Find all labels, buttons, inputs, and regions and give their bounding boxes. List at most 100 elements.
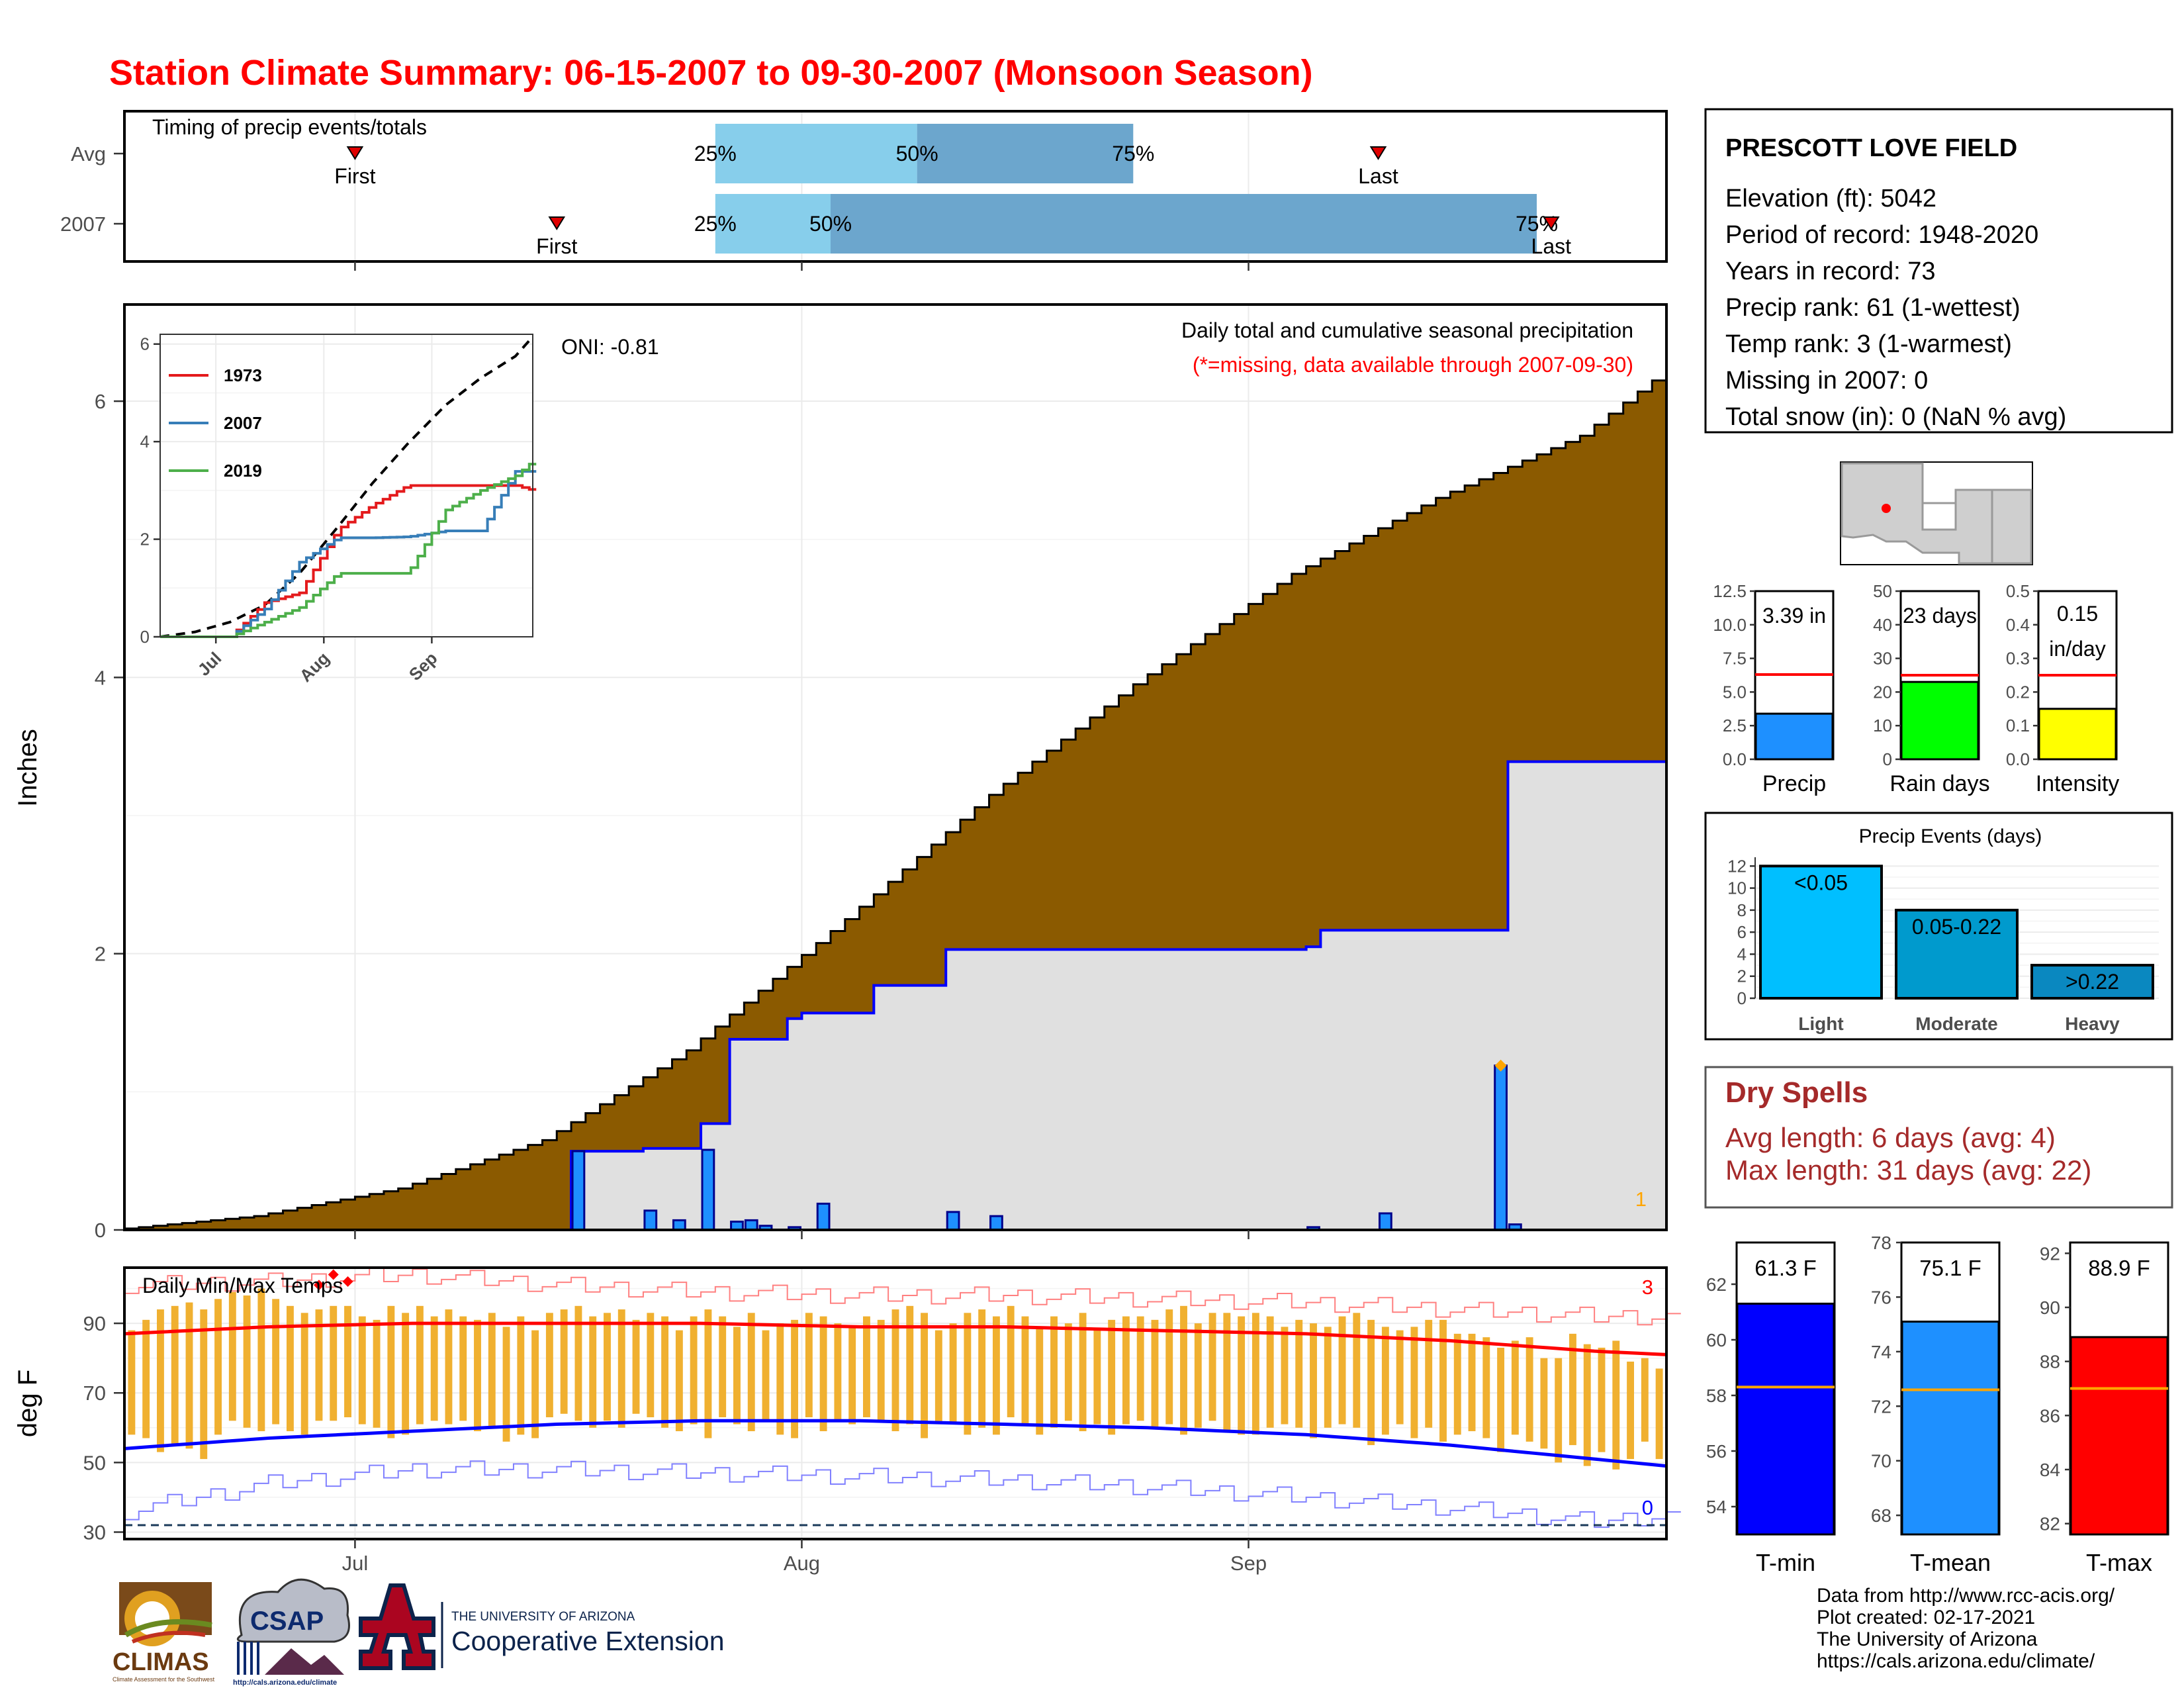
events-bar-moderate bbox=[1895, 908, 2019, 1000]
summary-bar-precip: 3.39 in 0.0 2.5 5.0 7.5 10.0 12.5 Precip bbox=[1713, 581, 1835, 796]
quartile-label: 25% bbox=[694, 212, 737, 236]
daily-temp-bar bbox=[315, 1309, 323, 1421]
daily-temp-bar bbox=[1136, 1316, 1144, 1421]
daily-temp-bar bbox=[863, 1316, 870, 1418]
average-cumulative-outline bbox=[123, 379, 1666, 1230]
max-day-marker bbox=[1494, 1059, 1507, 1072]
x-tick-label: Sep bbox=[1230, 1552, 1267, 1575]
timing-row-label: 2007 bbox=[60, 212, 106, 236]
daily-temp-bar bbox=[1093, 1330, 1101, 1425]
summary-y-tick-label: 20 bbox=[1873, 682, 1892, 702]
events-bar-label: >0.22 bbox=[2066, 970, 2119, 994]
daily-precip-bar bbox=[1494, 1064, 1508, 1231]
precip-frame bbox=[123, 303, 1668, 1231]
events-category-label: Moderate bbox=[1915, 1013, 1997, 1034]
daily-temp-bar bbox=[531, 1330, 539, 1438]
summary-bar bbox=[1900, 680, 1979, 761]
temp-bar-y-tick-label: 62 bbox=[1706, 1274, 1727, 1295]
events-bar-heavy bbox=[2030, 964, 2154, 1000]
temp-bar-t-mean: 75.1 F 68 70 72 74 76 78 T-mean bbox=[1871, 1233, 2001, 1576]
event-marker bbox=[1369, 146, 1387, 160]
y-axis-label: Inches bbox=[13, 729, 42, 807]
inset-series-line-2019 bbox=[160, 463, 537, 638]
inset-y-tick-label: 6 bbox=[140, 334, 150, 354]
daily-temp-bar bbox=[1064, 1323, 1072, 1421]
missing-note: (*=missing, data available through 2007-… bbox=[1193, 353, 1633, 377]
event-label: First bbox=[334, 164, 375, 188]
daily-temp-bar bbox=[545, 1313, 553, 1418]
temp-bar-y-tick-label: 78 bbox=[1871, 1233, 1891, 1253]
credit-line: https://cals.arizona.edu/climate/ bbox=[1817, 1650, 2095, 1672]
daily-temp-bar bbox=[1627, 1361, 1635, 1460]
daily-temp-bar bbox=[1381, 1327, 1389, 1435]
daily-temp-bar bbox=[1396, 1330, 1404, 1425]
daily-temp-bar bbox=[1598, 1347, 1606, 1452]
summary-value-unit: in/day bbox=[2049, 637, 2105, 661]
temp-bar bbox=[1901, 1321, 2000, 1536]
daily-temp-bar bbox=[762, 1330, 770, 1421]
page-title: Station Climate Summary: 06-15-2007 to 0… bbox=[109, 53, 1313, 93]
daily-precip-bar bbox=[643, 1209, 658, 1231]
y-tick-label: 30 bbox=[83, 1521, 106, 1544]
daily-temp-bar bbox=[719, 1316, 727, 1418]
event-marker bbox=[1543, 216, 1560, 230]
timing-title: Timing of precip events/totals bbox=[152, 115, 427, 139]
summary-y-tick-label: 12.5 bbox=[1713, 581, 1747, 601]
summary-bar-rain-days: 23 days 0 10 20 30 40 50 Rain days bbox=[1873, 581, 1990, 796]
quartile-label: 50% bbox=[809, 212, 852, 236]
summary-y-tick-label: 30 bbox=[1873, 649, 1892, 669]
station-location-marker bbox=[1882, 504, 1891, 513]
event-marker bbox=[548, 216, 566, 230]
summary-y-tick-label: 2.5 bbox=[1723, 716, 1747, 735]
summary-y-tick-label: 0.2 bbox=[2006, 682, 2030, 702]
precip-panel: 1 Daily total and cumulative seasonal pre… bbox=[13, 303, 1668, 1242]
precip-events-chart: Precip Events (days) <0.05 Light 0.05-0.22 M… bbox=[1704, 812, 2173, 1041]
daily-temp-bar bbox=[214, 1299, 222, 1435]
inset-y-tick-label: 2 bbox=[140, 530, 150, 549]
daily-temp-bar bbox=[776, 1323, 784, 1435]
temp-bar bbox=[1736, 1302, 1835, 1536]
inset-x-tick-label: Aug bbox=[296, 648, 334, 686]
daily-temp-bar bbox=[1079, 1313, 1087, 1432]
daily-precip-bar bbox=[946, 1211, 960, 1231]
location-map bbox=[1840, 461, 2033, 565]
temp-bar-value: 75.1 F bbox=[1919, 1256, 1981, 1280]
quartile-label: 75% bbox=[1112, 142, 1154, 165]
daily-precip-bar bbox=[816, 1202, 831, 1231]
daily-temp-bar bbox=[1425, 1319, 1433, 1428]
avg-max-line bbox=[124, 1321, 1667, 1356]
summary-y-tick-label: 10 bbox=[1873, 716, 1892, 735]
daily-temp-bar bbox=[733, 1327, 741, 1425]
events-bar-label: <0.05 bbox=[1794, 870, 1848, 894]
events-y-tick-label: 0 bbox=[1737, 988, 1747, 1008]
y-axis-label: deg F bbox=[13, 1370, 42, 1437]
event-label: Last bbox=[1531, 234, 1572, 258]
temp-bar-label: T-min bbox=[1756, 1549, 1815, 1576]
legend-label: 2019 bbox=[224, 461, 262, 481]
events-category-label: Heavy bbox=[2065, 1013, 2120, 1034]
events-y-tick-label: 8 bbox=[1737, 900, 1747, 920]
summary-y-tick-label: 50 bbox=[1873, 581, 1892, 601]
inset-y-tick-label: 4 bbox=[140, 432, 150, 451]
temp-bar-y-tick-label: 74 bbox=[1871, 1342, 1891, 1362]
station-info-line: Elevation (ft): 5042 bbox=[1725, 185, 1936, 212]
inset-series-line-2007 bbox=[160, 470, 537, 638]
daily-temp-bar bbox=[1655, 1368, 1663, 1460]
record-marker bbox=[342, 1276, 353, 1288]
dry-spells-max: Max length: 31 days (avg: 22) bbox=[1725, 1154, 2091, 1186]
daily-temp-bar bbox=[1641, 1358, 1649, 1442]
inset-x-tick-label: Jul bbox=[194, 648, 226, 680]
daily-temp-bar bbox=[661, 1316, 669, 1428]
station-name: PRESCOTT LOVE FIELD bbox=[1725, 134, 2017, 162]
daily-temp-bar bbox=[1453, 1333, 1461, 1435]
quartile-label: 50% bbox=[896, 142, 938, 165]
temp-bar-y-tick-label: 90 bbox=[2040, 1297, 2060, 1318]
x-axis-labels: Jul Aug Sep bbox=[342, 1552, 1267, 1575]
summary-bar-label: Precip bbox=[1762, 771, 1826, 796]
dry-spells-avg: Avg length: 6 days (avg: 4) bbox=[1725, 1122, 2056, 1153]
daily-temp-bar bbox=[228, 1291, 236, 1421]
daily-temp-bar bbox=[488, 1313, 496, 1428]
daily-temp-bar bbox=[791, 1319, 799, 1438]
station-info-line: Missing in 2007: 0 bbox=[1725, 367, 1928, 395]
record-low-count: 0 bbox=[1642, 1496, 1653, 1519]
